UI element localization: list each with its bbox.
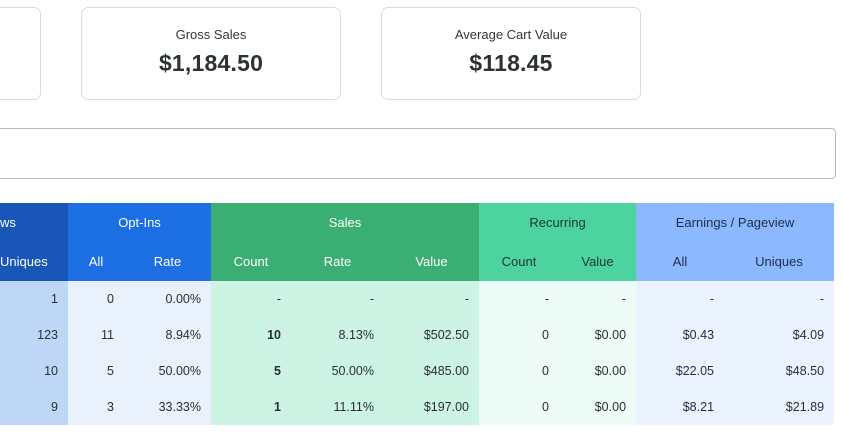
header-epv-uniques[interactable]: Uniques <box>724 242 835 281</box>
cell-epv-uniques: $4.09 <box>724 317 835 353</box>
cell-optins-rate: 50.00% <box>124 353 211 389</box>
cell-recurring-count: 0 <box>479 317 559 353</box>
gross-sales-value: $1,184.50 <box>158 50 264 76</box>
cell-optins-all: 0 <box>68 281 124 317</box>
cell-recurring-value: $0.00 <box>559 353 637 389</box>
header-sales-rate[interactable]: Rate <box>291 242 384 281</box>
cell-sales-rate: 11.11% <box>291 389 384 425</box>
stat-card-average-cart-value: Average Cart Value $118.45 <box>381 7 641 100</box>
cell-epv-all: $22.05 <box>636 353 725 389</box>
cell-epv-all: - <box>636 281 725 317</box>
table-row: 10 5 50.00% 5 50.00% $485.00 0 $0.00 $22… <box>0 353 835 389</box>
cell-sales-rate: 8.13% <box>291 317 384 353</box>
header-group-earnings-per-pageview: Earnings / Pageview <box>636 203 835 242</box>
cell-optins-all: 5 <box>68 353 124 389</box>
cell-epv-uniques: $21.89 <box>724 389 835 425</box>
cell-sales-rate: - <box>291 281 384 317</box>
table-row: 9 3 33.33% 1 11.11% $197.00 0 $0.00 $8.2… <box>0 389 835 425</box>
cell-optins-rate: 8.94% <box>124 317 211 353</box>
sales-count-link[interactable]: 5 <box>211 353 291 389</box>
header-group-views: ws <box>0 203 68 242</box>
header-group-sales: Sales <box>211 203 479 242</box>
header-sales-value[interactable]: Value <box>384 242 479 281</box>
stat-card-cutoff <box>0 7 41 100</box>
cell-uniques: 1 <box>0 281 68 317</box>
cell-epv-all: $8.21 <box>636 389 725 425</box>
cell-optins-all: 3 <box>68 389 124 425</box>
header-group-optins: Opt-Ins <box>68 203 211 242</box>
table-row: 1 0 0.00% - - - - - - - <box>0 281 835 317</box>
cell-sales-value: $502.50 <box>384 317 479 353</box>
cell-optins-rate: 33.33% <box>124 389 211 425</box>
header-recurring-count[interactable]: Count <box>479 242 559 281</box>
cell-recurring-value: $0.00 <box>559 317 637 353</box>
header-sales-count[interactable]: Count <box>211 242 291 281</box>
cell-uniques: 123 <box>0 317 68 353</box>
average-cart-value-label: Average Cart Value <box>454 27 568 42</box>
filter-bar[interactable] <box>0 128 836 179</box>
header-recurring-value[interactable]: Value <box>559 242 637 281</box>
header-views-uniques[interactable]: Uniques <box>0 242 68 281</box>
header-optins-rate[interactable]: Rate <box>124 242 211 281</box>
cell-recurring-count: 0 <box>479 353 559 389</box>
cell-uniques: 9 <box>0 389 68 425</box>
cell-sales-rate: 50.00% <box>291 353 384 389</box>
table-row: 123 11 8.94% 10 8.13% $502.50 0 $0.00 $0… <box>0 317 835 353</box>
sales-count-link[interactable]: 1 <box>211 389 291 425</box>
gross-sales-label: Gross Sales <box>175 27 247 42</box>
cell-uniques: 10 <box>0 353 68 389</box>
cell-epv-uniques: - <box>724 281 835 317</box>
average-cart-value-value: $118.45 <box>469 50 553 76</box>
cell-recurring-value: $0.00 <box>559 389 637 425</box>
cell-sales-value: $197.00 <box>384 389 479 425</box>
cell-recurring-value: - <box>559 281 637 317</box>
header-optins-all[interactable]: All <box>68 242 124 281</box>
header-epv-all[interactable]: All <box>636 242 725 281</box>
cell-sales-value: $485.00 <box>384 353 479 389</box>
cell-recurring-count: 0 <box>479 389 559 425</box>
cell-epv-uniques: $48.50 <box>724 353 835 389</box>
cell-optins-all: 11 <box>68 317 124 353</box>
cell-recurring-count: - <box>479 281 559 317</box>
cell-optins-rate: 0.00% <box>124 281 211 317</box>
stat-card-gross-sales: Gross Sales $1,184.50 <box>81 7 341 100</box>
cell-sales-value: - <box>384 281 479 317</box>
funnel-stats-table: ws Opt-Ins Sales Recurring Earnings / Pa… <box>0 203 835 425</box>
cell-sales-count: - <box>211 281 291 317</box>
sales-count-link[interactable]: 10 <box>211 317 291 353</box>
header-group-recurring: Recurring <box>479 203 637 242</box>
cell-epv-all: $0.43 <box>636 317 725 353</box>
